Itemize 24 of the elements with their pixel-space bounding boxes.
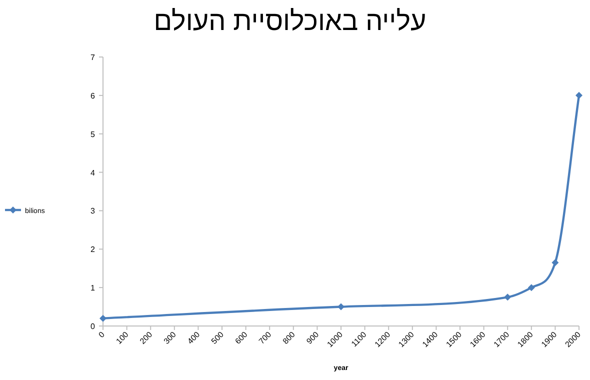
y-tick-label: 7 xyxy=(90,53,96,62)
x-tick-label: 100 xyxy=(114,330,131,346)
point xyxy=(338,303,344,310)
point xyxy=(504,294,512,301)
x-tick-label: 200 xyxy=(138,330,154,346)
x-tick-label: 800 xyxy=(281,330,298,346)
x-tick-label: 300 xyxy=(162,330,178,346)
x-tick-label: 500 xyxy=(210,330,226,346)
y-tick-label: 3 xyxy=(90,206,96,216)
x-tick-label: 700 xyxy=(257,330,274,346)
y-tick-label: 0 xyxy=(90,322,96,331)
x-tick-label: 400 xyxy=(186,330,202,346)
y-tick-label: 2 xyxy=(90,245,96,254)
y-tick-label: 6 xyxy=(90,91,96,100)
point xyxy=(552,259,559,266)
chart-title: עלייה באוכלוסיית העולם xyxy=(154,6,426,36)
point xyxy=(528,284,535,292)
y-tick-label: 5 xyxy=(90,130,96,139)
point xyxy=(576,92,582,99)
y-tick-label: 1 xyxy=(90,284,96,293)
y-tick-label: 4 xyxy=(90,168,96,178)
point xyxy=(100,314,106,322)
x-tick-label: 900 xyxy=(304,330,321,346)
x-tick-label: 600 xyxy=(233,330,250,346)
